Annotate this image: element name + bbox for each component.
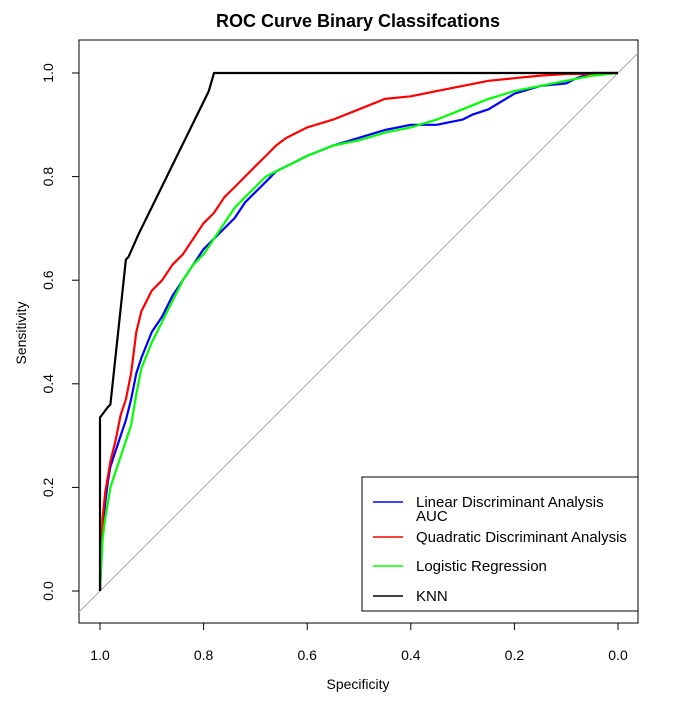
legend: Linear Discriminant Analysis Quadratic Di… xyxy=(361,476,639,612)
legend-entries: Linear Discriminant Analysis Quadratic Di… xyxy=(373,494,627,605)
series-line-knn xyxy=(98,71,618,591)
y-tick-label: 0.6 xyxy=(40,270,56,290)
x-tick-label: 0.2 xyxy=(505,647,525,663)
plot-frame xyxy=(78,39,639,624)
x-tick-label: 1.0 xyxy=(90,647,110,663)
y-tick-label: 1.0 xyxy=(40,63,56,83)
series-line-linear-discriminant-analysis xyxy=(98,71,618,592)
legend-label-knn: KNN xyxy=(416,588,448,605)
y-tick-label: 0.8 xyxy=(40,167,56,187)
x-axis-label: Specificity xyxy=(326,676,389,692)
legend-label-auc: AUC xyxy=(416,508,448,525)
series-line-logistic-regression xyxy=(98,71,619,592)
legend-label-logistic-regression: Logistic Regression xyxy=(416,558,547,575)
plot-area xyxy=(79,52,638,613)
x-tick-label: 0.4 xyxy=(401,647,421,663)
y-axis-label: Sensitivity xyxy=(13,301,29,364)
legend-label-quadratic-discriminant-analysis: Quadratic Discriminant Analysis xyxy=(416,529,627,546)
legend-box xyxy=(361,476,639,612)
y-tick-label: 0.2 xyxy=(40,477,56,497)
reference-diagonal-line xyxy=(79,52,638,613)
x-tick-label: 0.8 xyxy=(194,647,214,663)
series-line-quadratic-discriminant-analysis xyxy=(98,71,619,592)
chart-title: ROC Curve Binary Classifcations xyxy=(216,11,500,31)
legend-label-linear-discriminant-analysis: Linear Discriminant Analysis xyxy=(416,494,604,511)
axes: 1.0 0.8 0.6 0.4 0.2 0.0 0.0 0.2 0.4 0.6 0.8 1.0 xyxy=(40,39,639,663)
y-tick-label: 0.0 xyxy=(40,581,56,601)
y-tick-label: 0.4 xyxy=(40,374,56,394)
x-tick-label: 0.0 xyxy=(608,647,628,663)
x-tick-label: 0.6 xyxy=(297,647,317,663)
